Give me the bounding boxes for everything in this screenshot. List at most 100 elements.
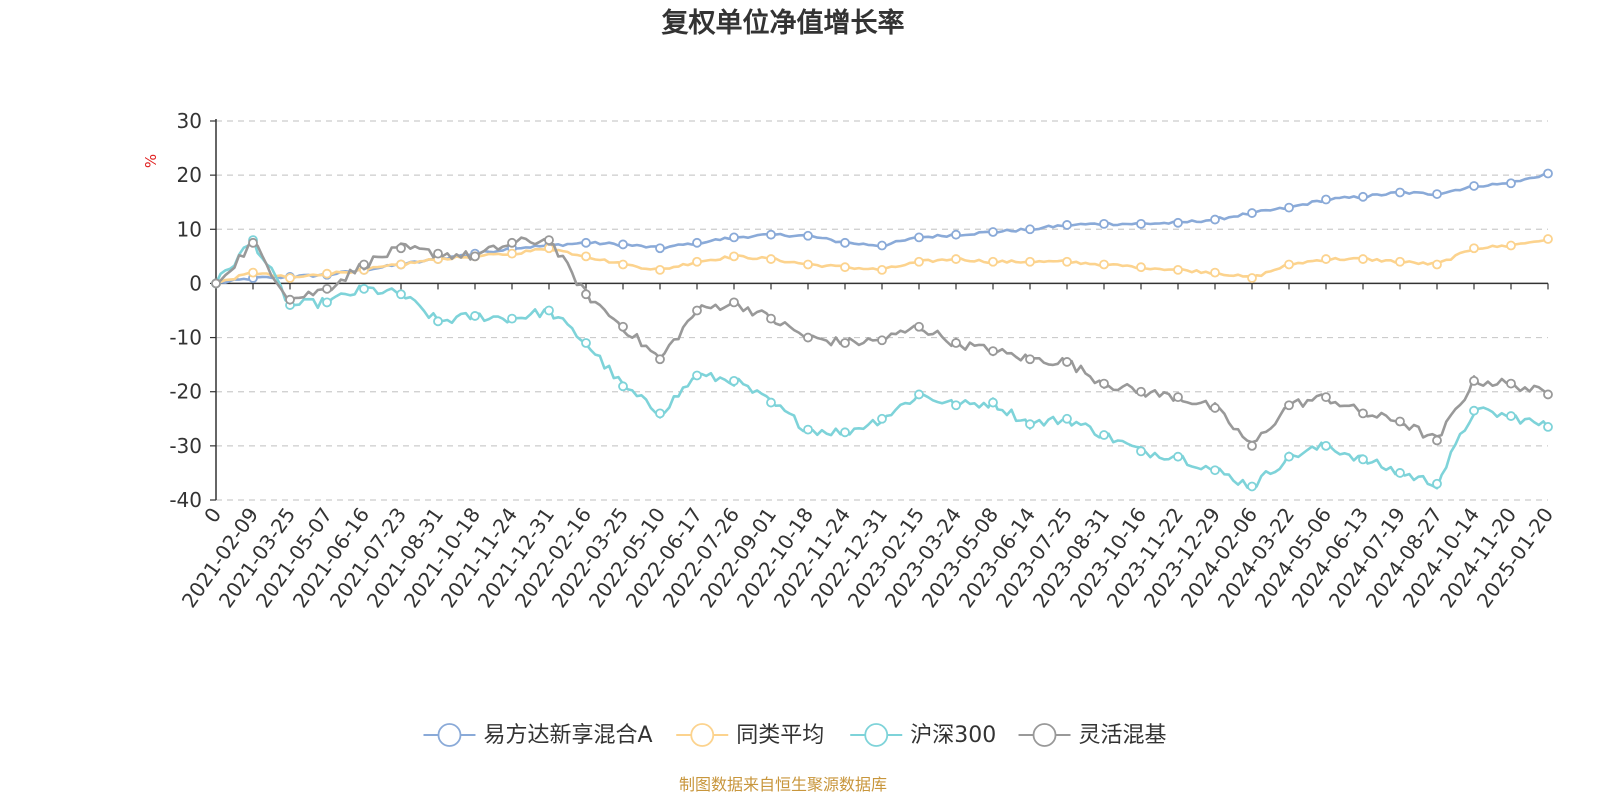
data-point: [1210, 214, 1220, 225]
data-point: [692, 305, 702, 316]
data-point: [655, 354, 665, 365]
data-point: [1210, 465, 1220, 476]
data-point: [1025, 224, 1035, 235]
data-point: [1469, 375, 1479, 386]
legend-label: 灵活混基: [1079, 723, 1167, 748]
y-tick-label: -30: [169, 434, 202, 458]
data-point: [1284, 451, 1294, 462]
data-point: [877, 240, 887, 251]
data-point: [1506, 178, 1516, 189]
data-point: [618, 381, 628, 392]
data-point: [1284, 259, 1294, 270]
data-point: [1136, 262, 1146, 273]
data-point: [840, 338, 850, 348]
source-note: 制图数据来自恒生聚源数据库: [679, 775, 887, 794]
data-point: [988, 227, 998, 237]
legend-marker-icon: [864, 723, 889, 747]
legend-item[interactable]: 沪深300: [850, 723, 996, 748]
legend-marker-icon: [437, 723, 462, 747]
data-point: [692, 370, 702, 381]
data-point: [581, 251, 591, 262]
data-point: [1506, 378, 1516, 389]
data-point: [618, 321, 628, 332]
data-point: [1247, 208, 1257, 218]
data-point: [507, 237, 517, 248]
data-point: [766, 397, 776, 408]
data-point: [951, 400, 961, 411]
data-point: [1432, 189, 1442, 199]
legend-item[interactable]: 易方达新享混合A: [423, 723, 653, 748]
legend-item[interactable]: 灵活混基: [1018, 723, 1167, 748]
data-point: [322, 297, 332, 308]
legend-marker-icon: [690, 723, 715, 747]
data-point: [1321, 254, 1331, 264]
legend-label: 易方达新享混合A: [483, 723, 652, 748]
data-point: [766, 229, 776, 240]
data-point: [470, 251, 480, 262]
legend-label: 沪深300: [910, 723, 996, 748]
data-point: [1025, 354, 1035, 365]
data-point: [1432, 259, 1442, 270]
data-point: [396, 243, 406, 254]
data-point: [877, 413, 887, 424]
data-point: [729, 375, 739, 386]
data-point: [433, 316, 443, 327]
data-point: [840, 237, 850, 248]
data-point: [1136, 446, 1146, 457]
y-axis-label: %: [142, 154, 160, 168]
legend-item[interactable]: 同类平均: [676, 723, 824, 748]
data-point: [396, 289, 406, 300]
data-point: [840, 262, 850, 273]
data-point: [951, 254, 961, 264]
data-point: [359, 259, 369, 270]
y-tick-label: -10: [169, 326, 202, 350]
data-point: [1395, 187, 1405, 198]
data-point: [1395, 416, 1405, 427]
data-point: [1506, 240, 1516, 251]
data-point: [655, 243, 665, 254]
data-point: [692, 237, 702, 248]
data-point: [507, 248, 517, 259]
y-tick-label: 0: [189, 271, 202, 295]
data-point: [1247, 440, 1257, 451]
data-point: [248, 237, 258, 248]
data-point: [1432, 435, 1442, 446]
data-point: [1543, 168, 1553, 179]
data-point: [1099, 259, 1109, 270]
data-point: [1543, 422, 1553, 432]
data-point: [544, 305, 554, 316]
data-point: [618, 239, 628, 250]
data-point: [1321, 440, 1331, 451]
data-point: [766, 313, 776, 324]
data-point: [581, 289, 591, 300]
data-point: [544, 235, 554, 246]
gridlines: [216, 120, 1548, 501]
data-point: [803, 424, 813, 435]
data-point: [433, 248, 443, 259]
data-point: [914, 389, 924, 400]
data-point: [1062, 413, 1072, 424]
data-point: [951, 229, 961, 240]
data-point: [655, 264, 665, 275]
data-point: [729, 297, 739, 308]
data-point: [655, 408, 665, 419]
data-point: [951, 338, 961, 348]
data-point: [1469, 181, 1479, 191]
data-point: [729, 251, 739, 262]
data-point: [1136, 218, 1146, 229]
data-point: [507, 313, 517, 324]
data-point: [914, 321, 924, 332]
data-point: [1099, 378, 1109, 389]
data-point: [1321, 194, 1331, 205]
legend-label: 同类平均: [736, 723, 824, 748]
y-tick-label: -40: [169, 488, 202, 512]
data-point: [322, 283, 332, 294]
data-point: [1099, 218, 1109, 229]
data-point: [840, 427, 850, 438]
data-point: [1469, 405, 1479, 416]
data-point: [1284, 400, 1294, 411]
data-point: [1469, 243, 1479, 254]
data-point: [1543, 389, 1553, 400]
data-point: [803, 259, 813, 270]
